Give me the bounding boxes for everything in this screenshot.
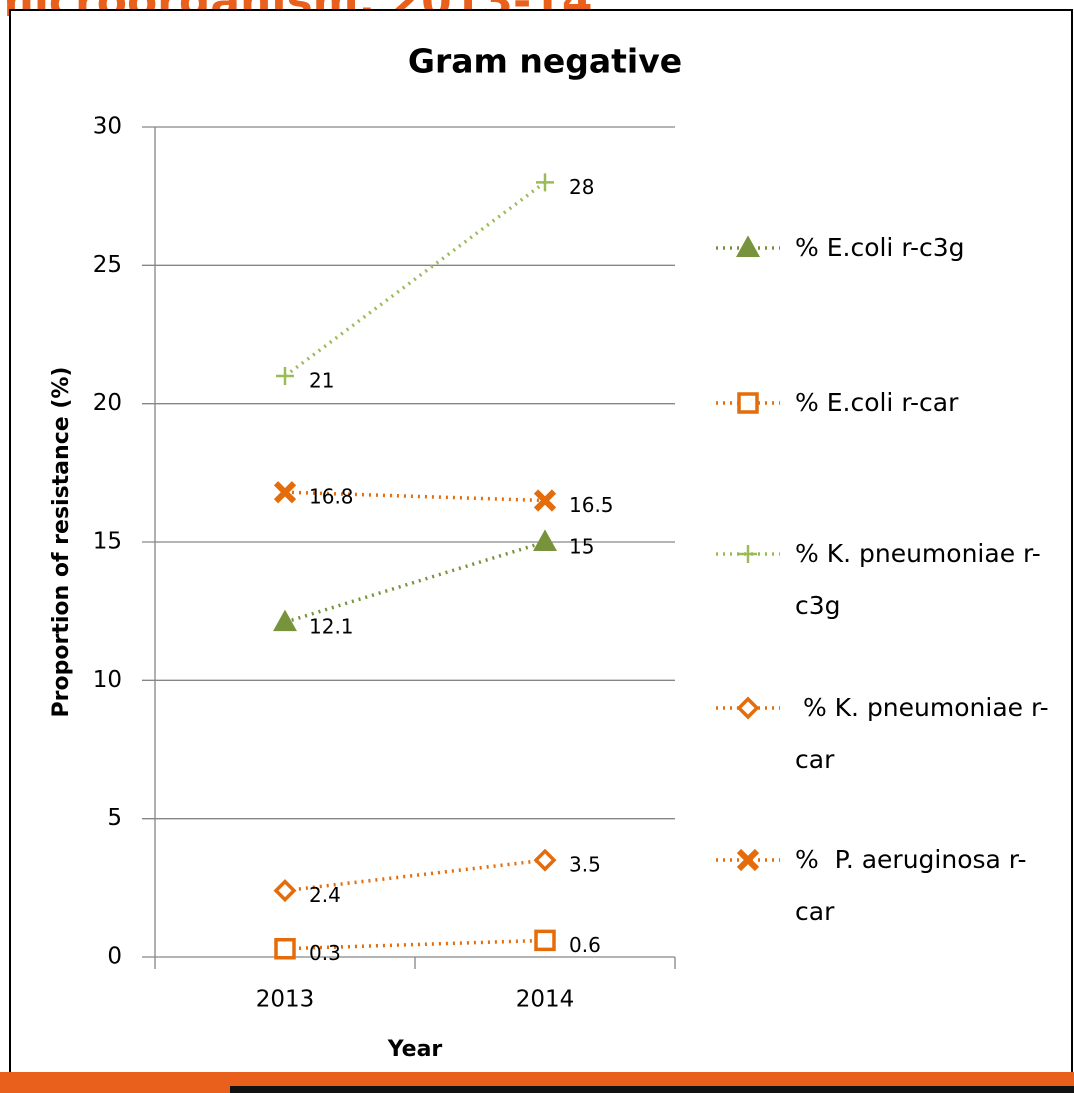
series-line [283,180,547,378]
x-tick-label: 2014 [516,987,575,1013]
chart-title: Gram negative [408,42,682,81]
marker [273,481,297,504]
marker [274,937,296,960]
x-axis-title: Year [387,1037,443,1062]
legend-label: % E.coli r-c3g [795,233,965,262]
data-label: 0.3 [309,941,341,965]
marker [273,609,297,632]
x-tick-label: 2013 [256,987,315,1013]
legend-label: % P. aeruginosa r-car [795,845,1027,926]
y-axis-title: Proportion of resistance (%) [49,367,74,718]
marker [736,848,760,872]
y-tick-label: 5 [107,805,122,831]
marker [533,848,557,872]
data-label: 16.8 [309,485,354,509]
marker [739,545,757,563]
marker [534,929,556,952]
data-label: 3.5 [569,853,601,877]
data-label: 15 [569,535,594,559]
marker [276,367,294,385]
data-label: 12.1 [309,615,354,639]
series-line [284,858,546,893]
y-tick-label: 15 [93,529,122,555]
marker [533,489,557,512]
y-tick-label: 20 [93,390,122,416]
data-label: 28 [569,175,594,199]
series-line [284,490,546,503]
marker [536,173,554,192]
y-tick-label: 10 [93,667,122,693]
data-label: 0.6 [569,933,601,957]
footer-line [230,1086,1074,1093]
marker [736,235,760,257]
legend-label: % E.coli r-car [795,388,959,417]
y-tick-label: 25 [93,252,122,278]
marker [736,696,760,720]
data-label: 2.4 [309,883,341,907]
data-label: 16.5 [569,493,614,517]
legend-label: % K. pneumoniae r-car [795,693,1049,774]
marker [737,392,759,414]
marker [533,529,557,551]
y-tick-label: 30 [93,114,122,140]
data-label: 21 [309,369,334,393]
y-tick-label: 0 [107,944,122,970]
marker [273,879,297,903]
legend-label: % K. pneumoniae r-c3g [795,539,1041,620]
series-line [284,938,546,951]
